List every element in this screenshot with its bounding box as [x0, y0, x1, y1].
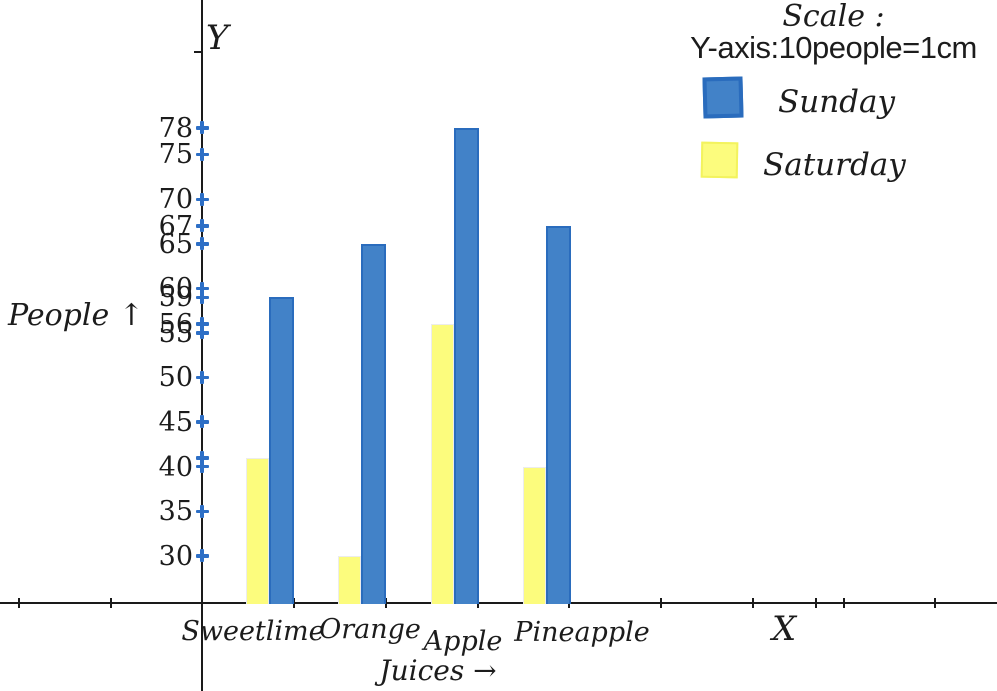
- y-label-50: 50: [158, 362, 193, 394]
- y-tick-55: [195, 326, 209, 340]
- legend-saturday-swatch: [700, 141, 739, 179]
- y-tick-41: [195, 451, 209, 465]
- legend-sunday-swatch: [702, 76, 744, 119]
- y-tick-75: [195, 147, 209, 161]
- y-label-56: 56: [158, 308, 193, 340]
- y-tick-60: [195, 281, 209, 295]
- y-tick-65: [195, 237, 209, 251]
- x-category-pineapple: Pineapple: [514, 617, 650, 648]
- y-tick-59: [195, 290, 209, 304]
- y-label-78: 78: [158, 112, 193, 144]
- x-category-sweetlime: Sweetlime: [181, 616, 325, 647]
- y-label-40: 40: [158, 451, 193, 483]
- bar-saturday-sweetlime: [246, 457, 269, 604]
- y-tick-70: [195, 192, 209, 206]
- x-tick-3: [385, 598, 387, 608]
- y-tick-56: [195, 317, 209, 331]
- y-axis-line: [201, 0, 203, 691]
- legend-saturday-label: Saturday: [763, 147, 906, 183]
- x-tick-9: [843, 598, 845, 608]
- y-tick-50: [195, 370, 209, 384]
- y-label-70: 70: [158, 184, 193, 216]
- x-tick-7: [752, 598, 754, 608]
- y-tick-30: [195, 549, 209, 563]
- x-tick-1: [110, 598, 112, 608]
- bar-saturday-orange: [338, 555, 361, 604]
- y-label-75: 75: [158, 139, 193, 171]
- y-tick-67: [195, 219, 209, 233]
- x-tick-0: [18, 598, 20, 608]
- legend-sunday-label: Sunday: [778, 84, 896, 120]
- y-axis-top-tick: [194, 51, 203, 53]
- y-tick-78: [195, 121, 209, 135]
- bar-sunday-sweetlime: [269, 297, 294, 604]
- y-tick-45: [195, 415, 209, 429]
- scale-value: Y-axis:10people=1cm: [690, 30, 977, 65]
- x-axis-title: Juices →: [379, 654, 497, 687]
- bar-saturday-apple: [431, 323, 454, 604]
- y-label-55: 55: [158, 317, 193, 349]
- bar-sunday-orange: [361, 243, 386, 604]
- x-axis-letter: X: [772, 609, 797, 649]
- y-axis-letter: Y: [206, 18, 229, 58]
- x-tick-6: [660, 598, 662, 608]
- y-label-35: 35: [158, 496, 193, 528]
- x-tick-8: [815, 598, 817, 608]
- y-label-60: 60: [158, 273, 193, 305]
- scale-label: Scale :: [782, 0, 885, 34]
- y-axis-title: People ↑: [8, 298, 144, 333]
- y-tick-40: [195, 460, 209, 474]
- bar-sunday-pineapple: [546, 225, 571, 604]
- x-category-orange: Orange: [319, 614, 421, 645]
- scale-block: Scale : Y-axis:10people=1cm: [670, 2, 997, 64]
- y-tick-35: [195, 504, 209, 518]
- x-category-apple: Apple: [423, 626, 503, 657]
- x-axis-line: [0, 602, 997, 604]
- x-tick-10: [934, 598, 936, 608]
- y-label-45: 45: [158, 406, 193, 438]
- bar-saturday-pineapple: [523, 466, 546, 604]
- y-label-59: 59: [158, 282, 193, 314]
- y-label-30: 30: [158, 540, 193, 572]
- y-label-65: 65: [158, 228, 193, 260]
- x-tick-2: [293, 598, 295, 608]
- bar-sunday-apple: [454, 127, 479, 604]
- y-label-67: 67: [158, 210, 193, 242]
